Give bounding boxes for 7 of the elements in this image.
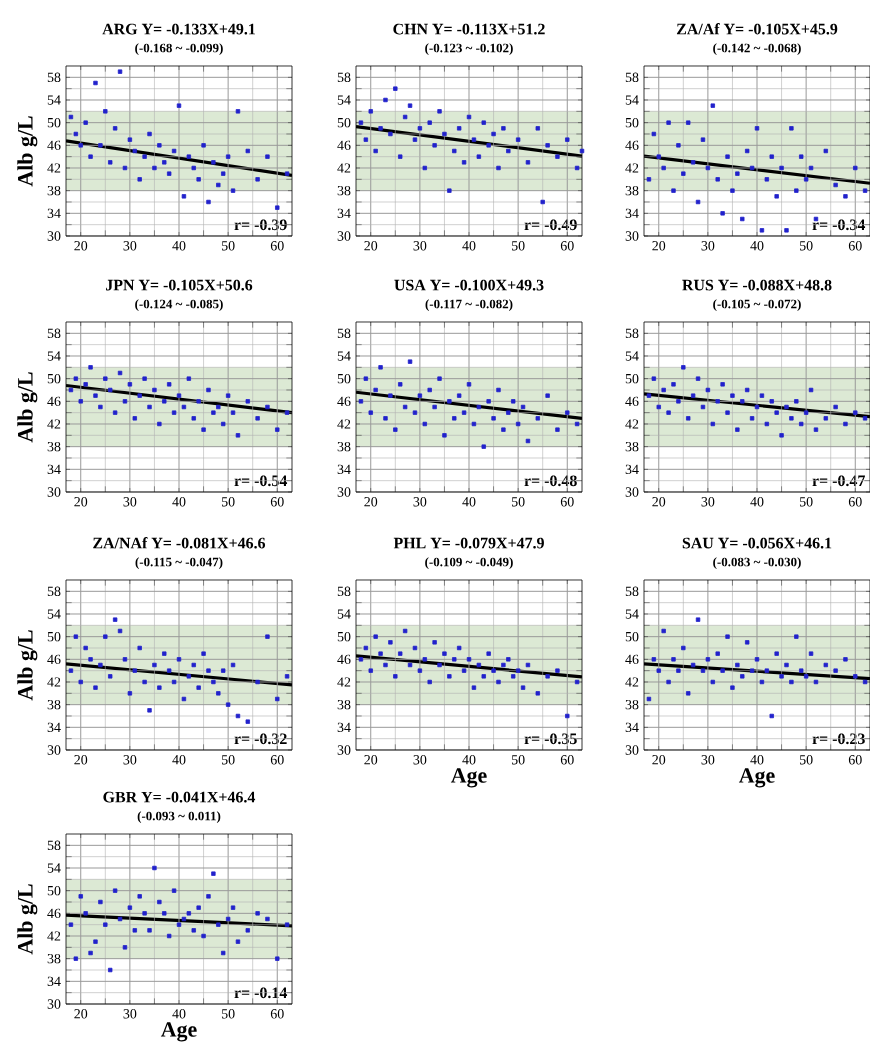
y-axis-title: Alb g/L bbox=[17, 116, 38, 187]
y-axis-title: Alb g/L bbox=[17, 884, 38, 955]
x-axis-title: Age bbox=[738, 768, 775, 788]
y-axis-title: Alb g/L bbox=[17, 630, 38, 701]
x-axis-title: Age bbox=[450, 768, 487, 788]
y-axis-title: Alb g/L bbox=[17, 372, 38, 443]
x-axis-title: Age bbox=[160, 1022, 197, 1042]
